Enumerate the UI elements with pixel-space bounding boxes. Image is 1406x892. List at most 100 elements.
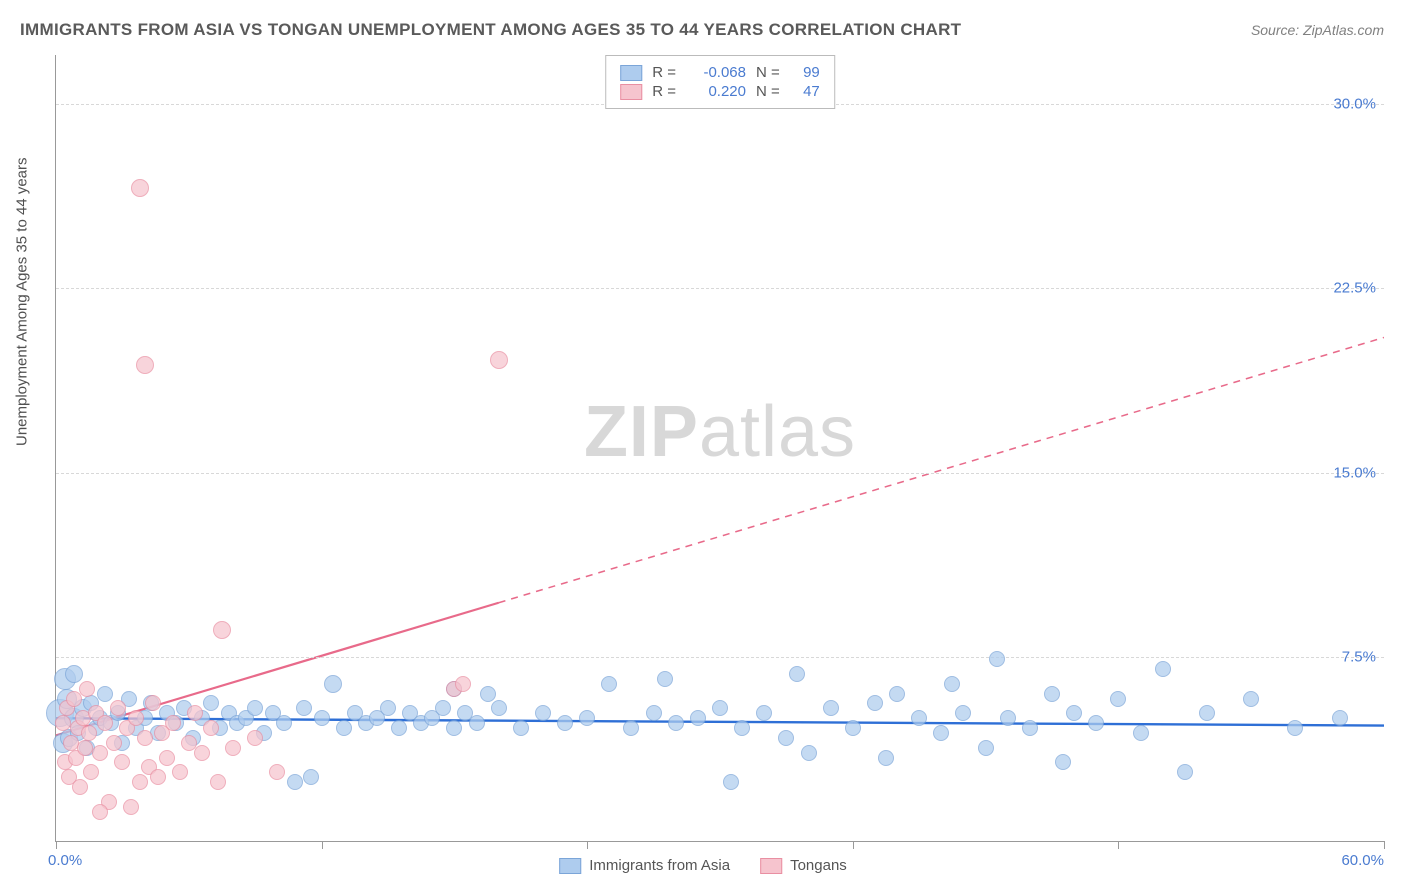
data-point (79, 681, 95, 697)
x-axis-min-label: 0.0% (48, 852, 82, 869)
chart-plot-area: ZIPatlas R =-0.068N =99R =0.220N =47 0.0… (55, 55, 1384, 842)
data-point (137, 730, 153, 746)
data-point (1044, 686, 1060, 702)
data-point (65, 665, 83, 683)
data-point (1177, 764, 1193, 780)
data-point (145, 695, 161, 711)
data-point (867, 695, 883, 711)
data-point (287, 774, 303, 790)
data-point (303, 769, 319, 785)
legend-n-value: 47 (790, 83, 820, 100)
data-point (535, 705, 551, 721)
legend-label: Tongans (790, 857, 847, 874)
data-point (1133, 725, 1149, 741)
data-point (150, 769, 166, 785)
legend-swatch (620, 65, 642, 81)
data-point (136, 356, 154, 374)
data-point (324, 675, 342, 693)
data-point (490, 351, 508, 369)
data-point (668, 715, 684, 731)
gridline (56, 657, 1384, 658)
data-point (944, 676, 960, 692)
data-point (955, 705, 971, 721)
data-point (845, 720, 861, 736)
data-point (225, 740, 241, 756)
data-point (1155, 661, 1171, 677)
data-point (435, 700, 451, 716)
data-point (1243, 691, 1259, 707)
chart-title: IMMIGRANTS FROM ASIA VS TONGAN UNEMPLOYM… (20, 20, 961, 40)
data-point (314, 710, 330, 726)
data-point (1066, 705, 1082, 721)
data-point (72, 779, 88, 795)
data-point (165, 715, 181, 731)
data-point (110, 700, 126, 716)
legend-stats-row: R =0.220N =47 (620, 83, 820, 100)
data-point (1110, 691, 1126, 707)
trendline-dashed (499, 337, 1384, 602)
legend-item: Tongans (760, 857, 847, 874)
legend-swatch (559, 858, 581, 874)
data-point (690, 710, 706, 726)
data-point (97, 715, 113, 731)
data-point (723, 774, 739, 790)
data-point (1332, 710, 1348, 726)
legend-item: Immigrants from Asia (559, 857, 730, 874)
legend-bottom: Immigrants from Asia Tongans (559, 857, 847, 874)
data-point (81, 725, 97, 741)
source-attribution: Source: ZipAtlas.com (1251, 22, 1384, 38)
data-point (646, 705, 662, 721)
data-point (172, 764, 188, 780)
data-point (623, 720, 639, 736)
data-point (269, 764, 285, 780)
data-point (55, 715, 71, 731)
data-point (247, 730, 263, 746)
data-point (203, 720, 219, 736)
legend-r-label: R = (652, 64, 676, 81)
data-point (455, 676, 471, 692)
data-point (296, 700, 312, 716)
data-point (391, 720, 407, 736)
data-point (446, 720, 462, 736)
data-point (657, 671, 673, 687)
legend-swatch (620, 84, 642, 100)
legend-r-label: R = (652, 83, 676, 100)
data-point (889, 686, 905, 702)
data-point (978, 740, 994, 756)
data-point (187, 705, 203, 721)
data-point (878, 750, 894, 766)
data-point (203, 695, 219, 711)
data-point (83, 764, 99, 780)
data-point (92, 804, 108, 820)
data-point (989, 651, 1005, 667)
data-point (601, 676, 617, 692)
data-point (469, 715, 485, 731)
data-point (911, 710, 927, 726)
legend-label: Immigrants from Asia (589, 857, 730, 874)
data-point (513, 720, 529, 736)
data-point (123, 799, 139, 815)
data-point (557, 715, 573, 731)
data-point (789, 666, 805, 682)
data-point (114, 754, 130, 770)
x-axis-max-label: 60.0% (1341, 852, 1384, 869)
data-point (801, 745, 817, 761)
data-point (159, 750, 175, 766)
legend-n-label: N = (756, 64, 780, 81)
gridline (56, 288, 1384, 289)
data-point (131, 179, 149, 197)
data-point (210, 774, 226, 790)
data-point (579, 710, 595, 726)
x-tick (1384, 841, 1385, 849)
trendlines-layer (56, 55, 1384, 841)
data-point (132, 774, 148, 790)
data-point (778, 730, 794, 746)
x-tick (587, 841, 588, 849)
data-point (276, 715, 292, 731)
legend-swatch (760, 858, 782, 874)
x-tick (322, 841, 323, 849)
data-point (933, 725, 949, 741)
data-point (1287, 720, 1303, 736)
data-point (213, 621, 231, 639)
watermark: ZIPatlas (584, 391, 856, 473)
